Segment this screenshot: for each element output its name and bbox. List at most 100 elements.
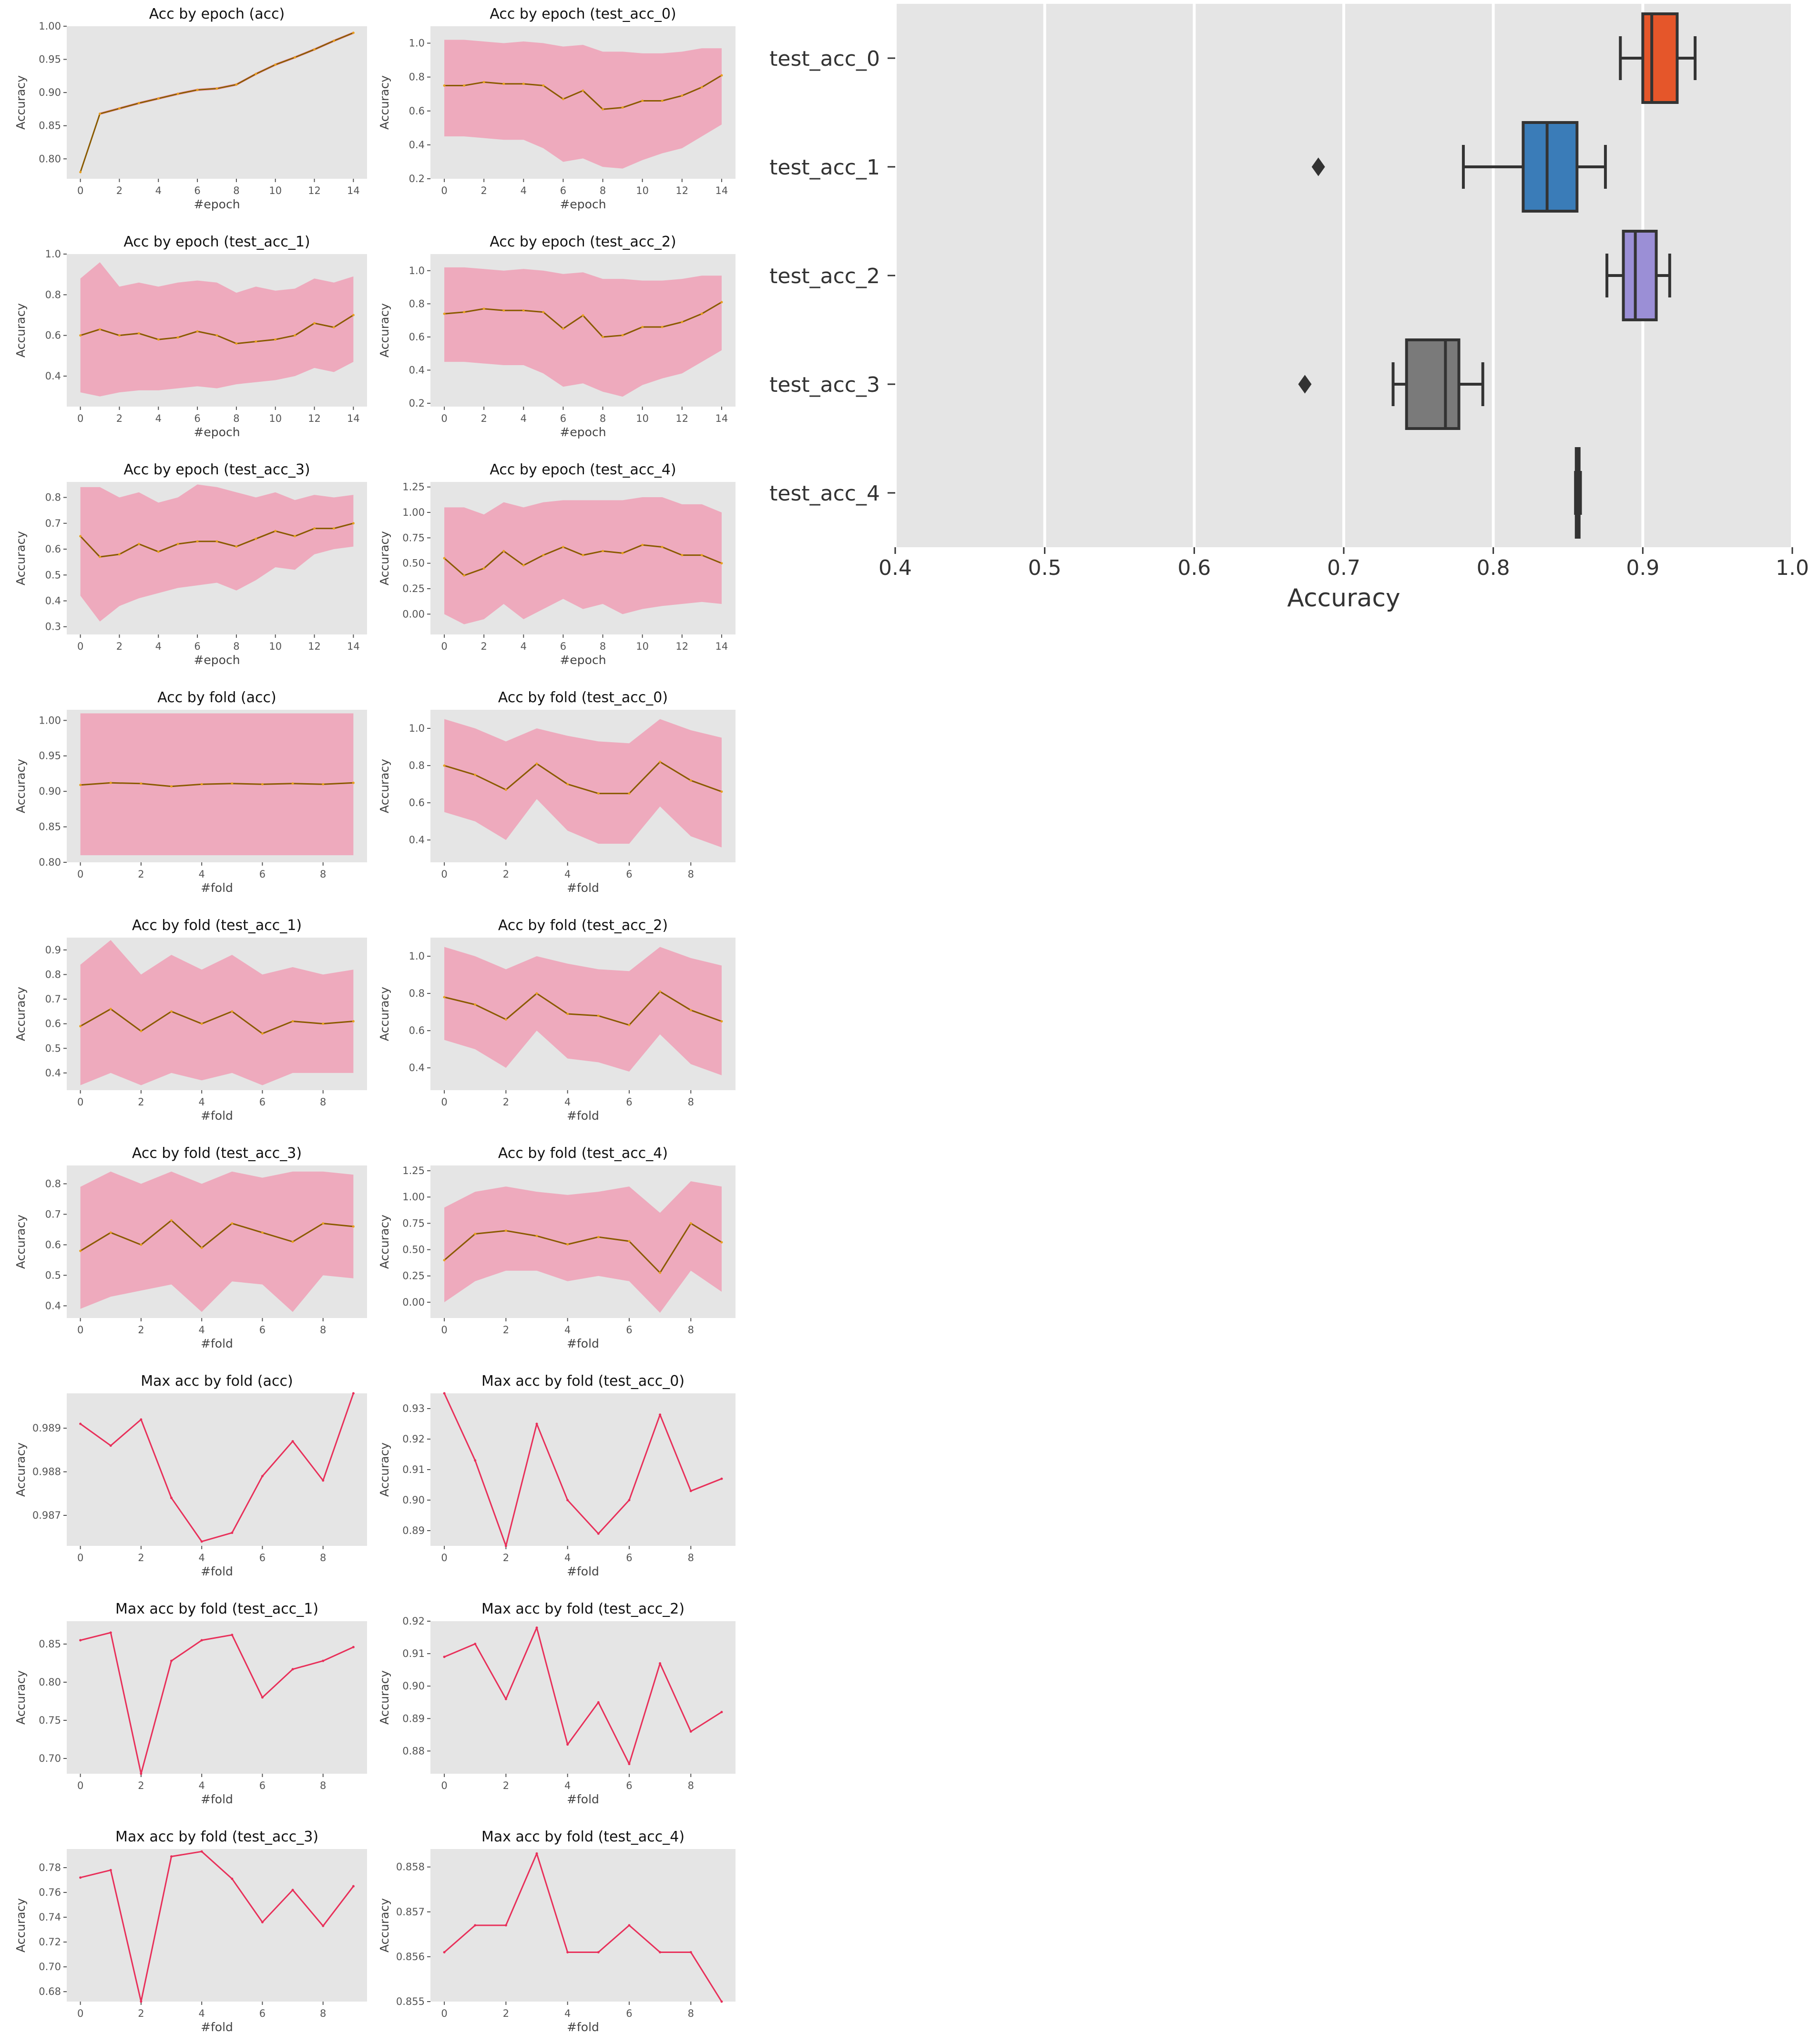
y-tick-label: 0.80 xyxy=(39,153,61,164)
data-point xyxy=(566,1243,569,1246)
data-point xyxy=(235,545,238,548)
x-tick-label: 6 xyxy=(626,1780,632,1791)
subplot-p11: Acc by fold (test_acc_4) 0 2 4 6 8 0.00 0.25 0.5… xyxy=(378,1145,736,1350)
confidence-band xyxy=(444,719,722,848)
x-tick-label: 10 xyxy=(269,413,282,424)
data-point xyxy=(535,1626,538,1629)
y-tick-label: test_acc_0 xyxy=(769,47,880,71)
data-point xyxy=(720,1711,723,1714)
data-point xyxy=(196,89,199,92)
y-tick-label: 0.80 xyxy=(39,1676,61,1688)
data-point xyxy=(109,1869,112,1871)
y-tick-label: test_acc_1 xyxy=(769,155,880,180)
x-tick-label: 14 xyxy=(715,413,728,424)
x-tick-label: 6 xyxy=(259,1096,266,1108)
x-tick-label: 14 xyxy=(715,185,728,196)
x-tick-label: 6 xyxy=(194,185,200,196)
x-tick-label: 8 xyxy=(233,641,239,652)
subplot-title: Acc by epoch (acc) xyxy=(149,6,285,22)
data-point xyxy=(597,1701,600,1704)
data-point xyxy=(352,1392,355,1395)
data-point xyxy=(720,1477,723,1480)
subplot-p6: Acc by fold (acc) 0 2 4 6 8 0.80 0.85 0.90 0.95 1.… xyxy=(14,689,367,895)
y-axis-label: Accuracy xyxy=(14,987,28,1041)
data-point xyxy=(170,1855,173,1858)
data-point xyxy=(443,764,446,767)
x-tick-label: 2 xyxy=(503,1324,509,1336)
x-tick-label: 8 xyxy=(320,869,326,880)
x-axis-label: #fold xyxy=(201,1109,233,1123)
y-tick-label: 0.68 xyxy=(39,1986,61,1997)
y-tick-label: 0.7 xyxy=(45,1208,61,1220)
y-tick-label: 0.4 xyxy=(409,834,425,846)
data-point xyxy=(641,99,644,102)
data-point xyxy=(542,554,545,557)
y-tick-label: 0.80 xyxy=(39,857,61,868)
data-point xyxy=(332,326,335,329)
x-tick-label: 4 xyxy=(198,1324,204,1336)
y-tick-label: 0.858 xyxy=(396,1861,425,1873)
data-point xyxy=(261,1231,264,1234)
subplot-p17: Max acc by fold (test_acc_4) 0 2 4 6 8 0.855 0.… xyxy=(378,1829,736,2034)
data-point xyxy=(235,83,238,86)
x-tick-label: 4 xyxy=(564,1096,571,1108)
data-point xyxy=(641,543,644,546)
x-tick-label: 0 xyxy=(77,1096,83,1108)
data-point xyxy=(109,781,112,784)
x-tick-label: 0 xyxy=(77,185,83,196)
subplot-title: Acc by fold (test_acc_4) xyxy=(498,1145,668,1162)
x-tick-label: 10 xyxy=(636,413,649,424)
data-point xyxy=(196,540,199,543)
x-tick-label: 0.6 xyxy=(1177,556,1211,580)
data-point xyxy=(482,81,485,83)
x-tick-label: 0 xyxy=(77,869,83,880)
y-axis-label: Accuracy xyxy=(14,531,28,585)
plot-background xyxy=(67,1393,367,1546)
x-tick-label: 4 xyxy=(564,1780,571,1791)
boxplot-accuracy: 0.4 0.5 0.6 0.7 0.8 0.9 1.0 Accuracy test_acc_0t… xyxy=(769,4,1809,613)
data-point xyxy=(474,1232,477,1235)
y-tick-label: 0.5 xyxy=(45,1269,61,1281)
data-point xyxy=(322,1222,325,1225)
x-tick-label: 12 xyxy=(308,641,321,652)
plot-background xyxy=(430,1621,736,1774)
plot-background xyxy=(430,1393,736,1546)
data-point xyxy=(157,97,160,100)
y-tick-label: 0.3 xyxy=(45,621,61,633)
data-point xyxy=(562,327,564,330)
series-line xyxy=(444,1627,722,1765)
data-point xyxy=(170,1010,173,1013)
x-tick-label: 12 xyxy=(675,641,688,652)
data-point xyxy=(720,562,723,565)
subplot-title: Max acc by fold (test_acc_0) xyxy=(481,1373,685,1390)
y-tick-label: 0.89 xyxy=(402,1713,425,1724)
x-tick-label: 8 xyxy=(688,1552,694,1564)
box-iqr xyxy=(1622,230,1658,321)
data-point xyxy=(140,1418,143,1421)
data-point xyxy=(79,784,82,787)
x-tick-label: 6 xyxy=(626,1552,632,1564)
data-point xyxy=(720,1020,723,1023)
data-point xyxy=(535,1422,538,1425)
data-point xyxy=(582,554,584,557)
x-tick-label: 4 xyxy=(564,1324,571,1336)
y-tick-label: 0.989 xyxy=(32,1422,61,1434)
data-point xyxy=(157,338,160,341)
x-tick-label: 4 xyxy=(564,1552,571,1564)
y-axis-label: Accuracy xyxy=(14,1898,28,1952)
data-point xyxy=(562,98,564,101)
x-tick-label: 2 xyxy=(503,1552,509,1564)
x-tick-label: 2 xyxy=(116,413,123,424)
data-point xyxy=(720,1241,723,1244)
data-point xyxy=(352,1885,355,1888)
data-point xyxy=(313,322,316,325)
y-tick-label: 0.25 xyxy=(402,583,425,594)
data-point xyxy=(700,554,703,557)
data-point xyxy=(322,1924,325,1927)
data-point xyxy=(291,1668,294,1671)
data-point xyxy=(322,1659,325,1662)
x-tick-label: 4 xyxy=(521,413,527,424)
data-point xyxy=(562,546,564,549)
data-point xyxy=(681,321,684,324)
x-tick-label: 0 xyxy=(441,1324,447,1336)
